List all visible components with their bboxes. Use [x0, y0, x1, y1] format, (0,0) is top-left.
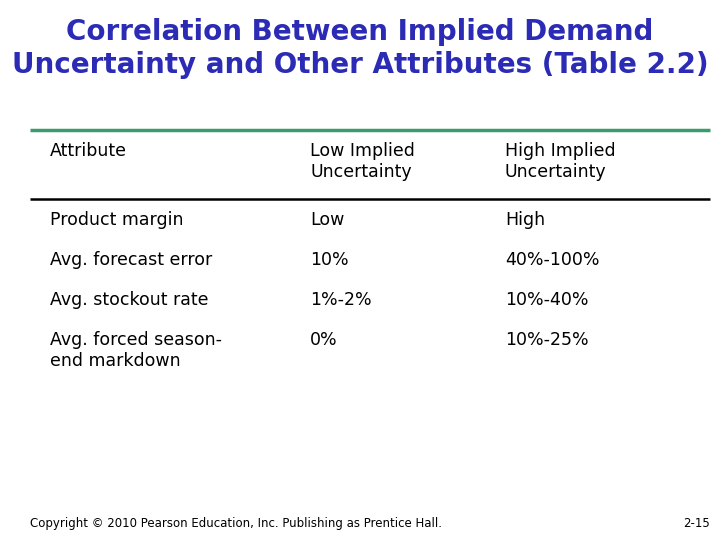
Text: Avg. forecast error: Avg. forecast error — [50, 251, 212, 269]
Text: 10%-25%: 10%-25% — [505, 331, 589, 349]
Text: Avg. forced season-
end markdown: Avg. forced season- end markdown — [50, 331, 222, 370]
Text: Product margin: Product margin — [50, 211, 184, 229]
Text: Correlation Between Implied Demand
Uncertainty and Other Attributes (Table 2.2): Correlation Between Implied Demand Uncer… — [12, 18, 708, 79]
Text: 10%: 10% — [310, 251, 348, 269]
Text: 2-15: 2-15 — [683, 517, 710, 530]
Text: Low: Low — [310, 211, 344, 229]
Text: 40%-100%: 40%-100% — [505, 251, 600, 269]
Text: 1%-2%: 1%-2% — [310, 291, 372, 309]
Text: High Implied
Uncertainty: High Implied Uncertainty — [505, 142, 616, 181]
Text: High: High — [505, 211, 545, 229]
Text: Low Implied
Uncertainty: Low Implied Uncertainty — [310, 142, 415, 181]
Text: 0%: 0% — [310, 331, 338, 349]
Text: 10%-40%: 10%-40% — [505, 291, 588, 309]
Text: Avg. stockout rate: Avg. stockout rate — [50, 291, 209, 309]
Text: Copyright © 2010 Pearson Education, Inc. Publishing as Prentice Hall.: Copyright © 2010 Pearson Education, Inc.… — [30, 517, 442, 530]
Text: Attribute: Attribute — [50, 142, 127, 160]
